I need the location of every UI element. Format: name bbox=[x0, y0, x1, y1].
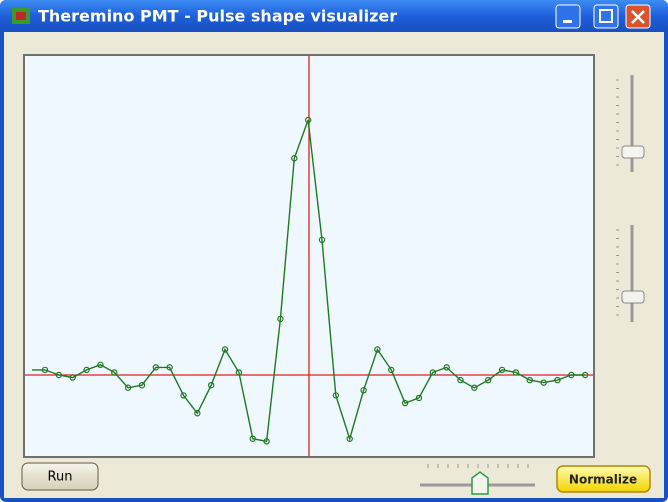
sample-point bbox=[568, 371, 575, 379]
normalize-label: Normalize bbox=[569, 473, 637, 487]
waveform-line bbox=[32, 119, 586, 443]
sample-point bbox=[152, 364, 159, 371]
normalize-button[interactable] bbox=[556, 465, 651, 493]
sample-point bbox=[332, 392, 340, 399]
sample-point bbox=[83, 366, 90, 374]
slider-thumb[interactable] bbox=[621, 290, 645, 304]
sample-point bbox=[249, 435, 256, 442]
sample-point bbox=[97, 361, 104, 368]
slider-thumb[interactable] bbox=[621, 145, 645, 159]
slider-thumb[interactable] bbox=[471, 471, 489, 495]
sample-point bbox=[415, 394, 423, 402]
close-glyph bbox=[631, 10, 645, 24]
app-icon-inner bbox=[16, 12, 26, 20]
sample-point bbox=[235, 369, 243, 376]
sample-point bbox=[526, 376, 533, 384]
sample-point bbox=[277, 315, 284, 323]
sample-point bbox=[429, 369, 436, 376]
sample-point bbox=[166, 364, 173, 371]
sample-point bbox=[540, 379, 547, 386]
sample-point bbox=[221, 346, 229, 353]
title-bar bbox=[0, 0, 668, 32]
run-button[interactable] bbox=[21, 462, 99, 491]
sample-point bbox=[69, 374, 76, 381]
maximize-glyph bbox=[599, 9, 613, 23]
sample-point bbox=[498, 366, 506, 374]
sample-point bbox=[318, 236, 326, 244]
sample-point bbox=[41, 366, 49, 374]
minimize-button[interactable] bbox=[555, 4, 581, 29]
window-title: Theremino PMT - Pulse shape visualizer bbox=[38, 7, 397, 26]
sample-point bbox=[263, 438, 270, 445]
sample-point bbox=[207, 382, 215, 389]
waveform bbox=[32, 116, 589, 445]
sample-point bbox=[443, 364, 450, 371]
sample-point bbox=[471, 384, 478, 391]
sample-point bbox=[346, 435, 353, 442]
sample-point bbox=[512, 369, 520, 376]
sample-point bbox=[401, 399, 409, 407]
slider-ticks bbox=[616, 229, 619, 316]
sample-point bbox=[291, 155, 298, 162]
sample-point bbox=[581, 371, 589, 379]
sample-point bbox=[180, 392, 187, 399]
maximize-button[interactable] bbox=[593, 4, 619, 29]
sample-point bbox=[388, 366, 395, 374]
sample-point bbox=[138, 382, 146, 389]
run-label: Run bbox=[48, 470, 73, 485]
sample-point bbox=[554, 376, 561, 384]
sample-point bbox=[485, 376, 492, 384]
sample-point bbox=[111, 369, 118, 376]
slider-ticks bbox=[616, 79, 619, 166]
minimize-glyph bbox=[563, 20, 572, 23]
sample-point bbox=[457, 376, 464, 384]
slider-ticks bbox=[427, 464, 529, 468]
sample-point bbox=[194, 410, 201, 417]
sample-point bbox=[360, 387, 367, 394]
sample-point bbox=[55, 371, 63, 379]
sample-point bbox=[304, 116, 312, 124]
sample-point bbox=[124, 384, 132, 391]
sample-point bbox=[374, 346, 381, 353]
